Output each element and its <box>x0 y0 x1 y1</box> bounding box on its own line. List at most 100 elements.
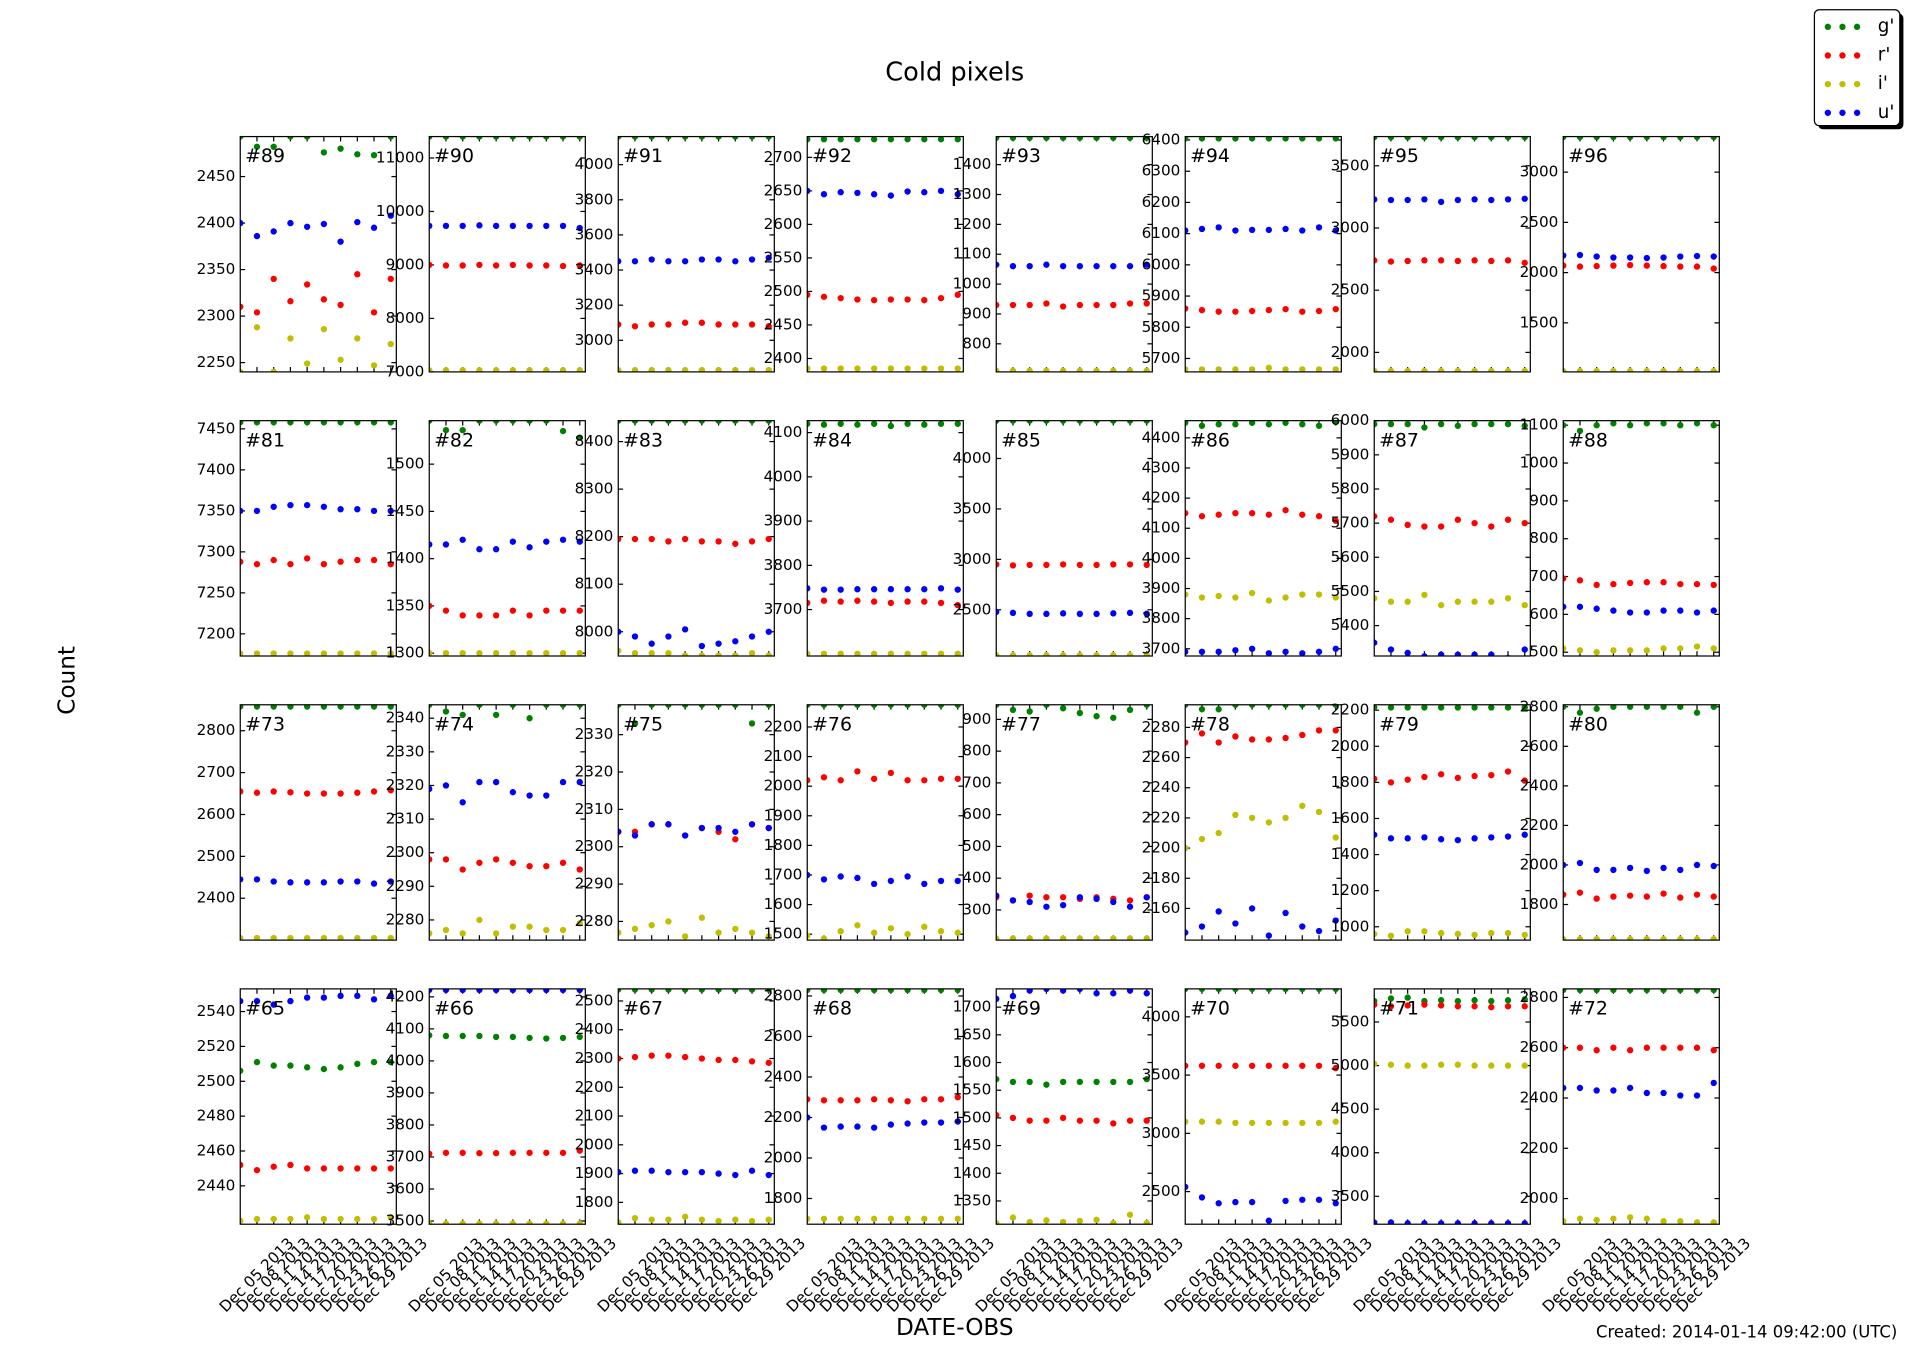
data-point <box>1421 1062 1428 1069</box>
data-point <box>1185 420 1189 426</box>
data-point <box>354 218 361 226</box>
data-point <box>1471 1003 1478 1010</box>
data-point <box>837 704 844 708</box>
data-point <box>1693 1092 1701 1099</box>
data-point <box>807 777 811 784</box>
data-point <box>1693 367 1701 372</box>
data-point <box>1643 367 1651 372</box>
data-point <box>1660 254 1667 261</box>
data-point <box>631 1167 639 1174</box>
data-point <box>887 925 895 932</box>
data-point <box>1610 704 1617 710</box>
data-point <box>1232 227 1239 234</box>
data-point <box>1009 1078 1017 1086</box>
data-point <box>543 222 550 230</box>
axes-frame <box>428 135 586 373</box>
data-point <box>1404 649 1411 657</box>
data-point <box>1693 935 1701 941</box>
data-point <box>459 536 466 543</box>
y-tick-label: 2400 <box>575 1020 614 1038</box>
data-point <box>1059 1114 1067 1122</box>
data-point <box>1009 136 1017 141</box>
data-point <box>442 426 450 434</box>
data-point <box>904 188 911 195</box>
data-point <box>370 420 378 426</box>
data-point <box>1437 997 1445 1004</box>
plot-area <box>429 988 583 1225</box>
data-point <box>1185 1062 1189 1069</box>
data-point <box>1232 510 1239 517</box>
data-point <box>765 1216 772 1223</box>
data-point <box>631 649 639 657</box>
data-point <box>303 1064 311 1071</box>
data-point <box>1143 367 1150 372</box>
y-tick-label: 2180 <box>1142 869 1181 887</box>
y-tick-label: 2350 <box>197 260 236 278</box>
data-point <box>648 704 655 708</box>
plot-area <box>1563 988 1717 1225</box>
data-point <box>1471 704 1478 711</box>
data-point <box>715 366 722 372</box>
data-point <box>996 367 1000 372</box>
y-tick-label: 3500 <box>1331 1187 1370 1205</box>
data-point <box>1488 1062 1495 1069</box>
data-point <box>1710 607 1717 614</box>
data-point <box>1093 935 1100 941</box>
data-point <box>429 704 433 708</box>
data-point <box>748 1217 756 1225</box>
data-point <box>937 136 945 143</box>
data-point <box>442 136 450 140</box>
data-point <box>1198 366 1206 372</box>
data-point <box>1215 421 1222 428</box>
data-point <box>543 862 550 870</box>
data-point <box>698 642 706 650</box>
data-point <box>698 914 706 921</box>
data-point <box>1126 561 1134 568</box>
y-tick-label: 2500 <box>197 847 236 865</box>
data-point <box>270 934 277 941</box>
axes-frame <box>428 988 586 1225</box>
y-tick-label: 6000 <box>1142 255 1181 273</box>
data-point <box>492 1033 500 1041</box>
axes-frame <box>1184 135 1342 373</box>
data-point <box>387 340 394 348</box>
data-point <box>807 704 811 708</box>
data-point <box>492 930 500 937</box>
data-point <box>387 1214 394 1221</box>
y-tick-label: 4000 <box>386 1051 425 1069</box>
data-point <box>1660 367 1667 372</box>
data-point <box>1504 833 1512 840</box>
data-point <box>748 256 756 263</box>
data-point <box>1282 305 1289 313</box>
data-point <box>1488 196 1495 204</box>
data-point <box>1059 303 1067 310</box>
data-point <box>1009 301 1017 309</box>
data-point <box>681 704 689 708</box>
subplot-title: #71 <box>1379 997 1419 1019</box>
data-point <box>442 1220 450 1225</box>
data-point <box>1282 366 1289 372</box>
data-point <box>1421 257 1428 264</box>
data-point <box>807 365 811 372</box>
data-point <box>681 258 689 265</box>
data-point <box>870 704 878 708</box>
data-point <box>1059 610 1067 617</box>
data-point <box>1660 1089 1667 1097</box>
data-point <box>807 291 811 298</box>
data-point <box>287 879 294 886</box>
data-point <box>337 1165 344 1172</box>
data-point <box>337 650 344 657</box>
data-point <box>1059 902 1067 909</box>
data-point <box>387 507 394 515</box>
data-point <box>1593 1087 1600 1094</box>
data-point <box>509 923 517 930</box>
y-tick-label: 5500 <box>1331 1013 1370 1031</box>
y-tick-label: 3600 <box>575 225 614 243</box>
data-point <box>429 367 433 372</box>
data-point <box>429 420 433 424</box>
legend-marker <box>1839 52 1846 59</box>
